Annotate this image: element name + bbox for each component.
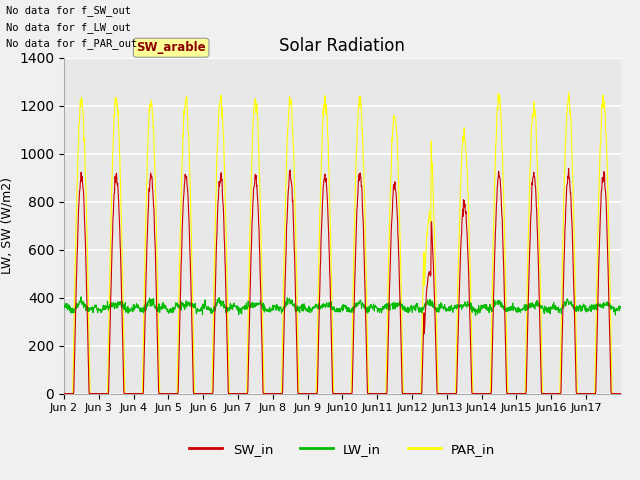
- Y-axis label: LW, SW (W/m2): LW, SW (W/m2): [1, 177, 13, 274]
- Text: No data for f_SW_out: No data for f_SW_out: [6, 5, 131, 16]
- Text: No data for f_LW_out: No data for f_LW_out: [6, 22, 131, 33]
- Text: No data for f_PAR_out: No data for f_PAR_out: [6, 38, 138, 49]
- Legend: SW_in, LW_in, PAR_in: SW_in, LW_in, PAR_in: [184, 437, 500, 461]
- Text: SW_arable: SW_arable: [136, 41, 206, 54]
- Title: Solar Radiation: Solar Radiation: [280, 36, 405, 55]
